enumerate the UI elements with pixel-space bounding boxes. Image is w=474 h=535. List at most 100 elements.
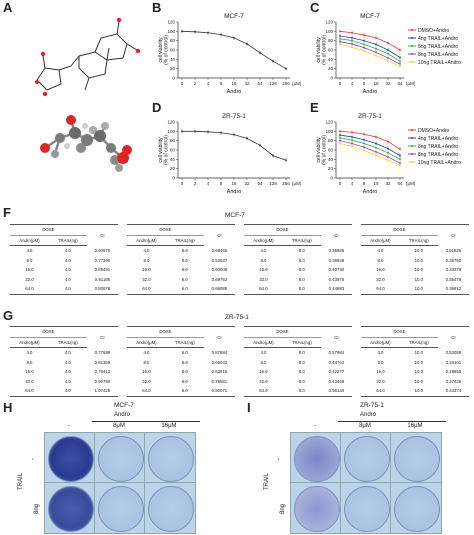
data-point bbox=[375, 43, 377, 46]
data-point bbox=[363, 133, 365, 136]
data-point bbox=[399, 148, 401, 150]
colony-title: ZR-75-1 bbox=[360, 402, 384, 409]
table-cell: 0.35476 bbox=[445, 276, 462, 282]
table-cell: 8.0 bbox=[143, 257, 150, 263]
series-line bbox=[339, 130, 401, 150]
table-cell: 64.0 bbox=[244, 284, 283, 295]
table-row: 64.0 6.0 0.66089 bbox=[127, 284, 235, 295]
data-point bbox=[220, 33, 222, 36]
table-cell: 4.0 bbox=[64, 257, 71, 263]
legend-marker bbox=[411, 37, 413, 39]
y-tick-label: 20 bbox=[328, 66, 334, 71]
skeletal-formula bbox=[36, 21, 138, 91]
culture-well bbox=[390, 432, 442, 484]
table-cell: 0.81369 bbox=[94, 359, 111, 365]
panel-label-i: I bbox=[247, 400, 251, 415]
y-tick-label: 0 bbox=[330, 76, 333, 81]
table-cell: 6.0 bbox=[181, 369, 188, 374]
x-tick-label: 128 bbox=[269, 181, 277, 186]
data-point bbox=[399, 154, 401, 157]
table-cell: 0.33279 bbox=[445, 267, 462, 272]
x-tick-label: 4 bbox=[351, 81, 354, 86]
andro-header: Andro(μM) bbox=[10, 336, 49, 348]
table-cell: 6.0 bbox=[181, 378, 188, 384]
table-cell: 8.0 bbox=[298, 248, 305, 253]
column-label: 16μM bbox=[161, 423, 177, 429]
table-cell: 0.76413 bbox=[94, 369, 111, 374]
culture-well bbox=[290, 482, 342, 534]
chart-c: MCF-7 0 20 40 60 80 100 120 0 4 8 16 32 64 (μM) Andro ce… bbox=[316, 13, 461, 95]
table-row: 64.0 10.0 0.44374 bbox=[361, 386, 469, 397]
data-point bbox=[246, 43, 248, 45]
data-point bbox=[387, 156, 389, 158]
table-cell: 64.0 bbox=[361, 386, 400, 397]
legend-label: 10ng TRAIL+Andro bbox=[418, 160, 461, 166]
table-row: 16.0 4.0 0.76413 bbox=[10, 367, 118, 377]
ci-header: CI bbox=[320, 224, 352, 246]
table-cell: 16.0 bbox=[376, 369, 385, 374]
y-tick-label: 60 bbox=[170, 48, 176, 53]
table-cell: 0.60976 bbox=[94, 247, 111, 253]
table-cell: 4.0 bbox=[64, 359, 71, 365]
table-row: 16.0 10.0 0.33279 bbox=[361, 265, 469, 275]
table-cell: 0.39938 bbox=[328, 257, 345, 263]
ci-header: CI bbox=[437, 326, 469, 348]
data-point bbox=[363, 39, 365, 42]
table-row: 32.0 10.0 0.35476 bbox=[361, 275, 469, 285]
colony-dish bbox=[394, 436, 440, 482]
colony-dish bbox=[294, 436, 340, 482]
series-line bbox=[339, 134, 401, 156]
data-point bbox=[363, 43, 365, 46]
panel-label-b: B bbox=[152, 0, 162, 15]
data-point bbox=[363, 34, 365, 36]
table-cell: 4.0 bbox=[64, 248, 71, 253]
table-cell: 0.90780 bbox=[94, 378, 111, 384]
data-point bbox=[375, 142, 377, 145]
y-tick-label: 100 bbox=[325, 129, 333, 134]
table-cell: 32.0 bbox=[25, 378, 34, 384]
panel-label-f: F bbox=[3, 205, 11, 220]
data-point bbox=[339, 142, 341, 145]
y-tick-label: 100 bbox=[325, 29, 333, 34]
table-cell: 32.0 bbox=[142, 276, 151, 282]
table-cell: 4.0 bbox=[48, 386, 87, 397]
table-cell: 0.35750 bbox=[445, 257, 462, 263]
y-tick-label: 120 bbox=[325, 20, 333, 25]
table-cell: 6.0 bbox=[181, 267, 188, 272]
y-tick-label: 60 bbox=[170, 148, 176, 153]
andro-header: Andro(μM) bbox=[361, 336, 400, 348]
table-cell: 32.0 bbox=[25, 276, 34, 282]
chart-title: MCF-7 bbox=[360, 13, 380, 20]
column-label: 8μM bbox=[359, 423, 371, 429]
table-cell: 0.44683 bbox=[320, 284, 352, 295]
data-point bbox=[351, 31, 353, 34]
andro-header: Andro(μM) bbox=[244, 336, 283, 348]
data-point bbox=[246, 137, 248, 140]
table-cell: 0.77699 bbox=[94, 349, 111, 355]
data-point bbox=[207, 31, 209, 34]
table-cell: 4.0 bbox=[64, 276, 71, 282]
series-line bbox=[339, 41, 401, 65]
table-row: 4.0 10.0 0.53058 bbox=[361, 348, 469, 358]
data-point bbox=[399, 164, 401, 167]
table-cell: 64.0 bbox=[361, 284, 400, 295]
data-point bbox=[375, 154, 377, 157]
culture-well bbox=[94, 432, 146, 484]
series-line bbox=[339, 143, 401, 166]
table-cell: 6.0 bbox=[181, 350, 188, 355]
table-cell: 0.87684 bbox=[211, 349, 228, 355]
panel-label-g: G bbox=[3, 308, 14, 323]
table-row: 8.0 8.0 0.44742 bbox=[244, 358, 352, 368]
andro-label: Andro bbox=[114, 412, 131, 418]
table-cell: 6.0 bbox=[165, 284, 204, 295]
ci-table: DOSE CI Andro(μM) TRAIL(ng) 4.0 8.0 0.35685 8.0… bbox=[244, 224, 352, 295]
table-cell: 64.0 bbox=[127, 284, 166, 295]
table-cell: 0.60009 bbox=[211, 267, 228, 272]
table-cell: 4.0 bbox=[48, 284, 87, 295]
colony-dish bbox=[148, 486, 194, 532]
data-point bbox=[387, 57, 389, 59]
series-line bbox=[339, 44, 401, 67]
data-point bbox=[363, 138, 365, 141]
y-axis-label: cell viability(% of control) bbox=[158, 35, 170, 65]
table-cell: 0.37426 bbox=[445, 378, 462, 384]
